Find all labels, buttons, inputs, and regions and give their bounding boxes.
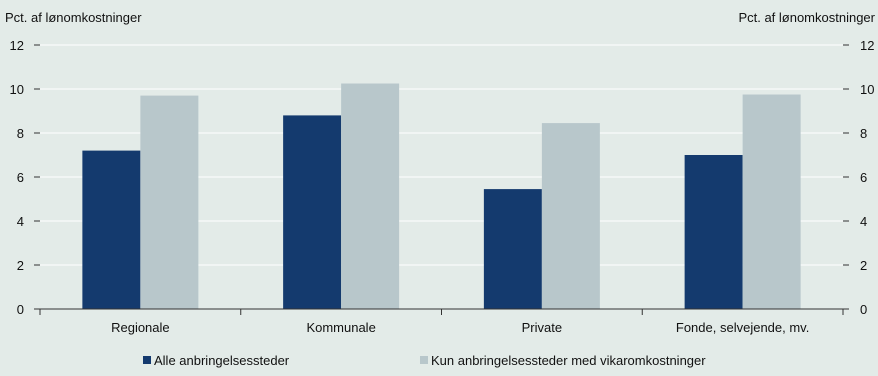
y-tick-labels: 0 0 2 2 4 4 6 6 8 8 10 10 12 12 xyxy=(10,38,875,317)
y-tick-label-right: 8 xyxy=(860,126,867,141)
bar-series2-1 xyxy=(140,95,199,309)
legend-label-series1: Alle anbringelsessteder xyxy=(154,353,290,368)
x-tick-label: Fonde, selvejende, mv. xyxy=(676,320,809,335)
y-axis-label-left: Pct. af lønomkostninger xyxy=(5,10,142,25)
bar-series2-4 xyxy=(742,94,801,309)
y-tick-label-right: 4 xyxy=(860,214,867,229)
bar-series1-3 xyxy=(483,189,542,309)
y-tick-label-left: 12 xyxy=(10,38,24,53)
bar-series2-3 xyxy=(541,123,600,309)
legend-swatch-series1 xyxy=(143,356,151,364)
y-tick-label-left: 0 xyxy=(17,302,24,317)
bar-series1-2 xyxy=(283,115,342,310)
y-tick-label-left: 2 xyxy=(17,258,24,273)
y-tick-label-right: 6 xyxy=(860,170,867,185)
y-tick-label-right: 2 xyxy=(860,258,867,273)
y-tick-label-left: 6 xyxy=(17,170,24,185)
x-tick-label: Private xyxy=(522,320,562,335)
y-tick-label-left: 4 xyxy=(17,214,24,229)
y-tick-label-right: 10 xyxy=(860,82,874,97)
y-tick-label-right: 12 xyxy=(860,38,874,53)
x-axis xyxy=(39,308,844,315)
x-tick-labels: Regionale Kommunale Private Fonde, selvejen… xyxy=(111,320,809,335)
bar-series1-1 xyxy=(82,150,141,309)
bar-series2-2 xyxy=(341,83,400,309)
y-tick-label-right: 0 xyxy=(860,302,867,317)
bars xyxy=(82,83,801,310)
y-axis-label-right: Pct. af lønomkostninger xyxy=(738,10,875,25)
y-tick-label-left: 10 xyxy=(10,82,24,97)
x-tick-label: Regionale xyxy=(111,320,170,335)
y-tick-label-left: 8 xyxy=(17,126,24,141)
legend-label-series2: Kun anbringelsessteder med vikaromkostni… xyxy=(431,353,706,368)
bar-series1-4 xyxy=(684,155,743,309)
x-tick-label: Kommunale xyxy=(306,320,375,335)
legend: Alle anbringelsessteder Kun anbringelsess… xyxy=(143,353,706,368)
legend-swatch-series2 xyxy=(420,356,428,364)
